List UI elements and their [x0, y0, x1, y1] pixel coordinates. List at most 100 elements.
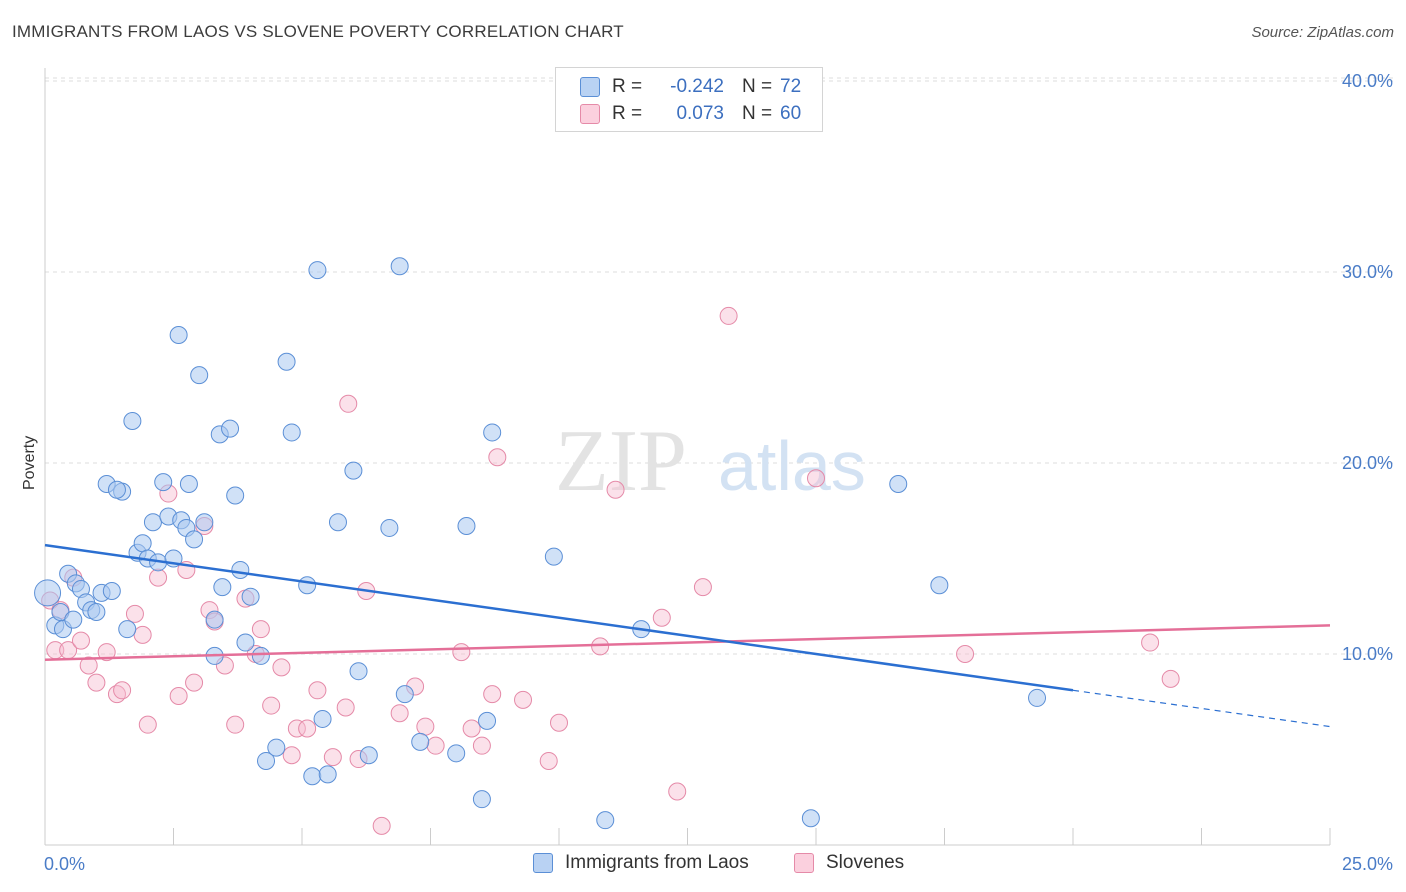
legend-row-slovenes: R = 0.073 N = 60: [580, 101, 801, 127]
slovenes-point: [308, 681, 327, 700]
slovenes-point: [1141, 633, 1160, 652]
n-label: N =: [742, 103, 773, 124]
laos-point: [544, 547, 563, 566]
laos-point: [133, 534, 152, 553]
slovenes-point: [251, 620, 270, 639]
laos-point: [205, 610, 224, 629]
laos-point: [231, 560, 250, 579]
slovenes-point: [462, 719, 481, 738]
laos-point: [328, 513, 347, 532]
laos-point: [930, 576, 949, 595]
y-axis-label: Poverty: [21, 436, 38, 490]
slovenes-point: [372, 816, 391, 835]
slovenes-point: [282, 746, 301, 765]
slovenes-trend-line: [44, 624, 1331, 661]
slovenes-point: [323, 748, 342, 767]
laos-points: [34, 257, 1047, 830]
correlation-legend: R = -0.242 N = 72 R = 0.073 N = 60: [555, 67, 823, 132]
laos-point: [1028, 688, 1047, 707]
laos-point: [154, 473, 173, 492]
laos-point: [308, 261, 327, 280]
slovenes-point: [668, 782, 687, 801]
slovenes-point: [488, 448, 507, 467]
chart-title: IMMIGRANTS FROM LAOS VS SLOVENE POVERTY …: [12, 22, 624, 41]
slovenes-point: [472, 736, 491, 755]
laos-point: [123, 411, 142, 430]
n-label: N =: [742, 76, 773, 97]
watermark: ZIP atlas: [555, 413, 866, 510]
legend-item-slovenes[interactable]: Slovenes: [794, 852, 904, 874]
laos-point: [241, 587, 260, 606]
slovenes-point: [287, 719, 306, 738]
slovenes-point: [79, 656, 98, 675]
laos-point: [257, 751, 276, 770]
laos-point: [34, 579, 62, 607]
laos-point: [303, 767, 322, 786]
laos-point: [801, 809, 820, 828]
slovenes-points: [41, 306, 1180, 835]
slovenes-point: [539, 751, 558, 770]
slovenes-point: [416, 717, 435, 736]
source-label: Source: ZipAtlas.com: [1251, 24, 1394, 41]
slovenes-point: [719, 306, 738, 325]
legend-row-laos: R = -0.242 N = 72: [580, 74, 801, 100]
slovenes-point: [262, 696, 281, 715]
slovenes-point: [169, 687, 188, 706]
laos-point: [457, 517, 476, 536]
laos-point: [102, 581, 121, 600]
laos-point: [889, 475, 908, 494]
slovenes-point: [87, 673, 106, 692]
slovenes-point: [426, 736, 445, 755]
slovenes-point: [390, 704, 409, 723]
laos-point: [282, 423, 301, 442]
laos-point: [195, 513, 214, 532]
slovenes-swatch: [794, 853, 814, 873]
legend-label-laos: Immigrants from Laos: [565, 852, 749, 873]
laos-trend-line: [44, 543, 1074, 692]
laos-trend-extension: [1072, 689, 1331, 728]
laos-point: [277, 352, 296, 371]
laos-point: [411, 732, 430, 751]
slovenes-point: [149, 568, 168, 587]
laos-point: [483, 423, 502, 442]
y-tick-label: 10.0%: [1342, 644, 1393, 664]
slovenes-point: [336, 698, 355, 717]
laos-point: [143, 513, 162, 532]
laos-point: [395, 685, 414, 704]
laos-point: [318, 765, 337, 784]
slovenes-point: [606, 480, 625, 499]
slovenes-point: [71, 631, 90, 650]
laos-point: [267, 738, 286, 757]
laos-point: [213, 578, 232, 597]
legend-item-laos[interactable]: Immigrants from Laos: [533, 852, 749, 874]
slovenes-point: [298, 719, 317, 738]
slovenes-point: [138, 715, 157, 734]
slovenes-point: [133, 625, 152, 644]
legend-label-slovenes: Slovenes: [826, 852, 905, 873]
laos-point: [447, 744, 466, 763]
slovenes-point: [652, 608, 671, 627]
laos-swatch: [533, 853, 553, 873]
slovenes-point: [514, 690, 533, 709]
laos-point: [64, 610, 83, 629]
axes: [44, 68, 1331, 846]
slovenes-point: [550, 713, 568, 732]
laos-point: [118, 620, 137, 639]
slovenes-point: [1161, 669, 1180, 688]
r-value: -0.242: [670, 76, 724, 97]
laos-point: [107, 480, 126, 499]
laos-point: [87, 602, 106, 621]
laos-point: [478, 711, 497, 730]
r-label: R =: [612, 103, 643, 124]
laos-point: [298, 576, 317, 595]
laos-point: [236, 633, 255, 652]
laos-point: [251, 646, 270, 665]
tick-labels: 10.0% 20.0% 30.0% 40.0% 0.0% 25.0%: [44, 71, 1393, 874]
laos-point: [359, 746, 378, 765]
x-tick-label: 0.0%: [44, 854, 85, 874]
laos-point: [472, 790, 491, 809]
slovenes-point: [272, 658, 291, 677]
slovenes-point: [113, 681, 132, 700]
laos-point: [179, 475, 198, 494]
